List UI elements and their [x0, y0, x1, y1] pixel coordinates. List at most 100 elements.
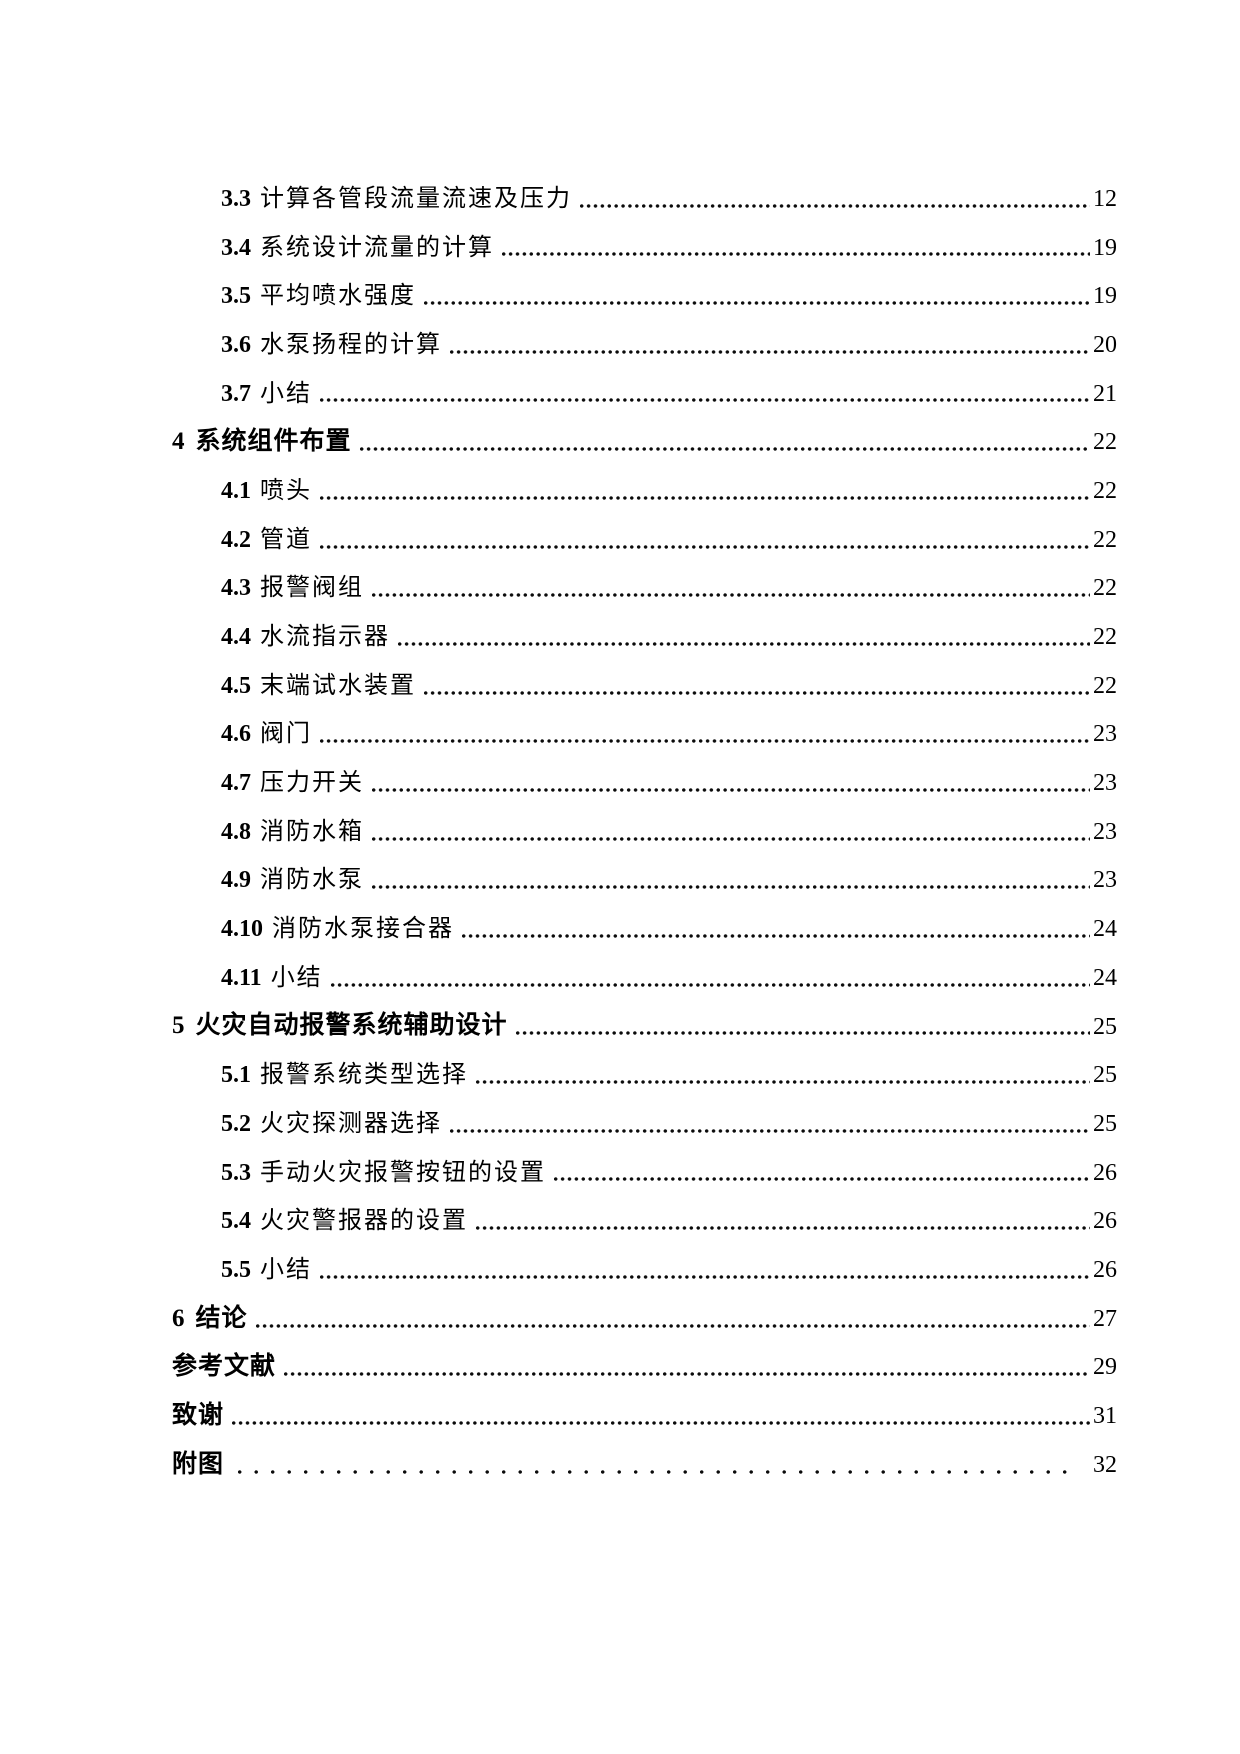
toc-entry-page: 21 — [1093, 380, 1117, 407]
toc-entry-page: 22 — [1093, 477, 1117, 504]
toc-entry-5-4[interactable]: 5.4 火灾警报器的设置 26 — [0, 1186, 1117, 1235]
toc-entry-title: 系统组件布置 — [195, 428, 352, 456]
toc-entry-number: 4.3 — [221, 575, 251, 602]
toc-entry-appendix-figures[interactable]: 附图 32 — [0, 1430, 1117, 1479]
toc-entry-number: 6 — [172, 1304, 185, 1332]
toc-entry-page: 22 — [1093, 672, 1117, 699]
toc-entry-page: 19 — [1093, 234, 1117, 261]
dot-leader — [320, 1274, 1090, 1279]
toc-entry-title: 水泵扬程的计算 — [260, 331, 442, 358]
toc-entry-page: 25 — [1093, 1013, 1117, 1040]
toc-entry-title: 消防水泵接合器 — [272, 916, 454, 943]
toc-entry-page: 24 — [1093, 964, 1117, 991]
dot-leader — [372, 593, 1090, 598]
toc-entry-number: 3.7 — [221, 380, 251, 407]
dot-leader — [476, 1080, 1090, 1085]
toc-entry-3-5[interactable]: 3.5 平均喷水强度 19 — [0, 261, 1117, 310]
toc-entry-4-1[interactable]: 4.1 喷头 22 — [0, 456, 1117, 505]
toc-entry-4-5[interactable]: 4.5 末端试水装置 22 — [0, 651, 1117, 700]
toc-entry-3-4[interactable]: 3.4 系统设计流量的计算 19 — [0, 213, 1117, 262]
toc-entry-3-6[interactable]: 3.6 水泵扬程的计算 20 — [0, 310, 1117, 359]
toc-entry-page: 23 — [1093, 818, 1117, 845]
toc-entry-5-5[interactable]: 5.5 小结 26 — [0, 1235, 1117, 1284]
toc-entry-page: 25 — [1093, 1062, 1117, 1089]
toc-entry-chapter-6-conclusion[interactable]: 6 结论 27 — [0, 1284, 1117, 1333]
toc-entry-number: 4.10 — [221, 916, 263, 943]
toc-entry-number: 4.8 — [221, 818, 251, 845]
toc-entry-page: 23 — [1093, 867, 1117, 894]
toc-entry-number: 3.4 — [221, 234, 251, 261]
toc-entry-references[interactable]: 参考文献 29 — [0, 1333, 1117, 1382]
toc-entry-title: 末端试水装置 — [260, 672, 416, 699]
toc-entry-4-4[interactable]: 4.4 水流指示器 22 — [0, 602, 1117, 651]
toc-entry-page: 20 — [1093, 331, 1117, 358]
dot-leader — [330, 982, 1090, 987]
toc-entry-page: 22 — [1093, 575, 1117, 602]
toc-entry-title: 报警阀组 — [260, 575, 364, 602]
toc-entry-page: 31 — [1093, 1403, 1117, 1429]
dot-leader — [424, 301, 1090, 306]
toc-entry-chapter-4[interactable]: 4 系统组件布置 22 — [0, 407, 1117, 456]
toc-entry-3-7[interactable]: 3.7 小结 21 — [0, 359, 1117, 408]
toc-entry-5-3[interactable]: 5.3 手动火灾报警按钮的设置 26 — [0, 1138, 1117, 1187]
toc-entry-4-8[interactable]: 4.8 消防水箱 23 — [0, 797, 1117, 846]
toc-entry-4-6[interactable]: 4.6 阀门 23 — [0, 700, 1117, 749]
toc-entry-page: 12 — [1093, 185, 1117, 212]
toc-entry-acknowledgements[interactable]: 致谢 31 — [0, 1381, 1117, 1430]
toc-entry-number: 4.11 — [221, 964, 262, 991]
toc-entry-title: 附图 — [172, 1450, 225, 1478]
toc-entry-number: 5.2 — [221, 1110, 251, 1137]
table-of-contents: 3.3 计算各管段流量流速及压力 12 3.4 系统设计流量的计算 19 3.5… — [0, 164, 1117, 1479]
toc-entry-title: 小结 — [260, 380, 312, 407]
toc-entry-title: 消防水箱 — [260, 818, 364, 845]
toc-entry-number: 5.3 — [221, 1159, 251, 1186]
toc-entry-title: 小结 — [260, 1256, 312, 1283]
dot-leader — [320, 398, 1090, 403]
toc-entry-title: 火灾探测器选择 — [260, 1110, 442, 1137]
dot-leader — [554, 1177, 1090, 1182]
dot-leader — [232, 1420, 1090, 1425]
toc-entry-number: 5.1 — [221, 1062, 251, 1089]
toc-entry-4-2[interactable]: 4.2 管道 22 — [0, 505, 1117, 554]
dot-leader — [450, 1128, 1090, 1133]
toc-entry-4-11[interactable]: 4.11 小结 24 — [0, 943, 1117, 992]
toc-entry-number: 5.5 — [221, 1256, 251, 1283]
toc-entry-3-3[interactable]: 3.3 计算各管段流量流速及压力 12 — [0, 164, 1117, 213]
toc-entry-number: 4.4 — [221, 624, 251, 650]
toc-entry-title: 结论 — [195, 1304, 248, 1332]
toc-entry-number: 3.6 — [221, 331, 251, 358]
toc-entry-title: 火灾警报器的设置 — [260, 1208, 468, 1235]
toc-entry-chapter-5[interactable]: 5 火灾自动报警系统辅助设计 25 — [0, 992, 1117, 1041]
toc-entry-5-1[interactable]: 5.1 报警系统类型选择 25 — [0, 1040, 1117, 1089]
toc-entry-5-2[interactable]: 5.2 火灾探测器选择 25 — [0, 1089, 1117, 1138]
toc-entry-number: 5 — [172, 1012, 185, 1040]
toc-entry-4-3[interactable]: 4.3 报警阀组 22 — [0, 554, 1117, 603]
toc-entry-page: 26 — [1093, 1208, 1117, 1235]
toc-entry-number: 3.5 — [221, 283, 251, 310]
toc-entry-page: 25 — [1093, 1110, 1117, 1137]
toc-entry-4-9[interactable]: 4.9 消防水泵 23 — [0, 846, 1117, 895]
toc-entry-page: 23 — [1093, 770, 1117, 797]
toc-entry-title: 平均喷水强度 — [260, 283, 416, 310]
dot-leader — [424, 690, 1090, 695]
dot-leader — [515, 1031, 1090, 1036]
toc-entry-number: 4.1 — [221, 477, 251, 504]
toc-entry-page: 22 — [1093, 526, 1117, 553]
toc-entry-title: 参考文献 — [172, 1353, 277, 1381]
toc-entry-title: 系统设计流量的计算 — [260, 234, 494, 261]
dot-leader — [255, 1323, 1090, 1328]
toc-entry-4-7[interactable]: 4.7 压力开关 23 — [0, 748, 1117, 797]
toc-entry-number: 4.5 — [221, 672, 251, 699]
toc-entry-title: 管道 — [260, 526, 312, 553]
toc-entry-title: 手动火灾报警按钮的设置 — [260, 1159, 546, 1186]
dot-leader — [238, 1469, 1079, 1474]
toc-entry-title: 水流指示器 — [260, 624, 390, 650]
toc-entry-title: 致谢 — [172, 1401, 225, 1429]
toc-entry-page: 32 — [1093, 1451, 1117, 1478]
toc-entry-4-10[interactable]: 4.10 消防水泵接合器 24 — [0, 894, 1117, 943]
toc-entry-page: 24 — [1093, 916, 1117, 943]
toc-entry-page: 22 — [1093, 624, 1117, 650]
toc-entry-page: 27 — [1093, 1305, 1117, 1332]
toc-entry-page: 26 — [1093, 1159, 1117, 1186]
